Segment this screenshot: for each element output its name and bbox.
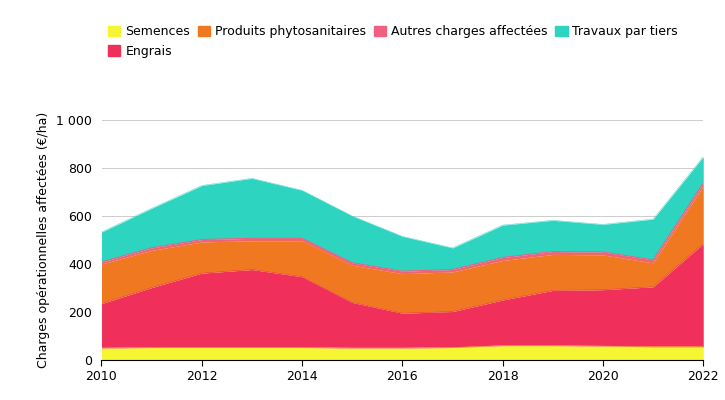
Y-axis label: Charges opérationnelles affectées (€/ha): Charges opérationnelles affectées (€/ha) [38,112,50,368]
Legend: Semences, Engrais, Produits phytosanitaires, Autres charges affectées, Travaux p: Semences, Engrais, Produits phytosanitai… [108,26,678,58]
